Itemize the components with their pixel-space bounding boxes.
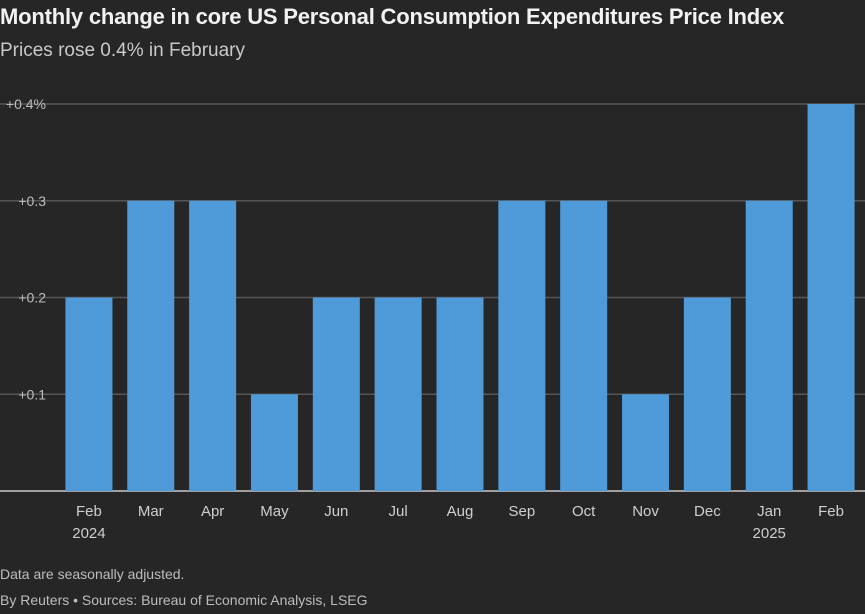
bar <box>250 394 298 491</box>
bar <box>374 297 422 491</box>
x-tick-label: Dec <box>694 503 721 520</box>
bar <box>807 104 855 491</box>
y-tick-label: +0.2 <box>18 290 46 306</box>
x-tick-label: Feb <box>76 503 102 520</box>
source-credit: By Reuters • Sources: Bureau of Economic… <box>0 592 368 608</box>
footnote: Data are seasonally adjusted. <box>0 566 185 582</box>
x-tick-label: Nov <box>632 503 659 520</box>
x-tick-label: Oct <box>572 503 596 520</box>
x-tick-label: Apr <box>201 503 224 520</box>
bar <box>683 297 731 491</box>
bar <box>560 200 608 491</box>
y-tick-label: +0.1 <box>18 386 46 402</box>
x-tick-label: Sep <box>508 503 535 520</box>
bar <box>622 394 670 491</box>
bar <box>498 200 546 491</box>
x-tick-label: Mar <box>138 503 164 520</box>
x-tick-label: Jun <box>324 503 348 520</box>
bar <box>312 297 360 491</box>
x-year-label: 2024 <box>72 525 105 542</box>
x-tick-label: Aug <box>447 503 474 520</box>
bar-chart: +0.4% +0.3 +0.2 +0.1 Feb 2024 Mar Apr May Jun Jul A… <box>0 96 865 542</box>
bar <box>436 297 484 491</box>
chart-subtitle: Prices rose 0.4% in February <box>0 40 245 61</box>
y-tick-label: +0.3 <box>18 193 46 209</box>
x-tick-label: Jul <box>389 503 408 520</box>
bars <box>65 104 855 491</box>
bar <box>745 200 793 491</box>
y-tick-label: +0.4% <box>6 96 46 112</box>
x-tick-label: Jan <box>757 503 781 520</box>
labels: +0.4% +0.3 +0.2 +0.1 Feb 2024 Mar Apr May Jun Jul A… <box>6 96 844 542</box>
x-tick-label: Feb <box>818 503 844 520</box>
chart-title: Monthly change in core US Personal Consu… <box>0 4 785 29</box>
bar <box>189 200 237 491</box>
bar <box>65 297 113 491</box>
bar <box>127 200 175 491</box>
x-year-label: 2025 <box>753 525 786 542</box>
x-tick-label: May <box>260 503 289 520</box>
